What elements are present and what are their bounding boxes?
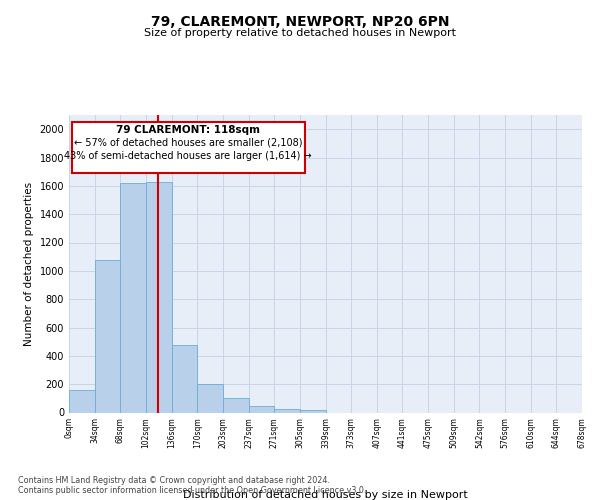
Bar xyxy=(197,384,223,412)
Bar xyxy=(69,390,95,412)
Text: 79 CLAREMONT: 118sqm: 79 CLAREMONT: 118sqm xyxy=(116,124,260,134)
Bar xyxy=(121,183,146,412)
Text: 43% of semi-detached houses are larger (1,614) →: 43% of semi-detached houses are larger (… xyxy=(64,152,312,162)
Bar xyxy=(95,260,121,412)
Text: ← 57% of detached houses are smaller (2,108): ← 57% of detached houses are smaller (2,… xyxy=(74,138,302,148)
Text: Contains public sector information licensed under the Open Government Licence v3: Contains public sector information licen… xyxy=(18,486,367,495)
Bar xyxy=(146,182,172,412)
Bar xyxy=(172,344,197,412)
Text: Size of property relative to detached houses in Newport: Size of property relative to detached ho… xyxy=(144,28,456,38)
Bar xyxy=(300,410,325,412)
Bar xyxy=(248,406,274,412)
Bar xyxy=(223,398,248,412)
Text: Contains HM Land Registry data © Crown copyright and database right 2024.: Contains HM Land Registry data © Crown c… xyxy=(18,476,330,485)
Y-axis label: Number of detached properties: Number of detached properties xyxy=(24,182,34,346)
X-axis label: Distribution of detached houses by size in Newport: Distribution of detached houses by size … xyxy=(183,490,468,500)
FancyBboxPatch shape xyxy=(71,122,305,173)
Bar xyxy=(274,409,300,412)
Text: 79, CLAREMONT, NEWPORT, NP20 6PN: 79, CLAREMONT, NEWPORT, NP20 6PN xyxy=(151,15,449,29)
